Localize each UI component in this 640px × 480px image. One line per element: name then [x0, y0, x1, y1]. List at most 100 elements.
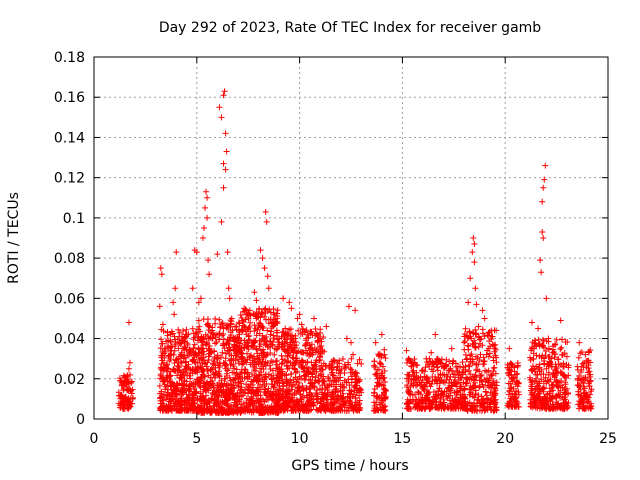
data-point — [560, 405, 567, 412]
data-point — [239, 327, 246, 334]
data-point — [537, 397, 544, 404]
data-point — [159, 366, 166, 373]
data-point — [296, 384, 303, 391]
data-point — [204, 407, 211, 414]
data-point — [128, 400, 135, 407]
data-point — [512, 401, 519, 408]
data-point — [331, 357, 338, 364]
data-point — [547, 388, 554, 395]
data-point — [121, 401, 128, 408]
data-point — [216, 364, 223, 371]
data-point — [538, 354, 545, 361]
data-point — [220, 160, 227, 167]
data-point — [200, 342, 207, 349]
data-point — [547, 376, 554, 383]
data-point — [176, 364, 183, 371]
data-point — [211, 407, 218, 414]
data-point — [290, 335, 297, 342]
data-point — [207, 374, 214, 381]
data-point — [476, 340, 483, 347]
data-point — [540, 388, 547, 395]
data-point — [221, 362, 228, 369]
data-point — [229, 369, 236, 376]
data-point — [380, 407, 387, 414]
data-point — [265, 385, 272, 392]
data-point — [528, 367, 535, 374]
data-point — [128, 387, 135, 394]
data-point — [334, 396, 341, 403]
data-point — [539, 198, 546, 205]
data-point — [464, 400, 471, 407]
data-point — [261, 388, 268, 395]
data-point — [210, 381, 217, 388]
data-point — [120, 405, 127, 412]
data-point — [306, 345, 313, 352]
data-point — [266, 404, 273, 411]
data-point — [280, 295, 287, 302]
data-point — [356, 356, 363, 363]
data-point — [473, 301, 480, 308]
chart-title: Day 292 of 2023, Rate Of TEC Index for r… — [159, 20, 541, 36]
data-point — [160, 391, 167, 398]
data-point — [167, 338, 174, 345]
data-point — [562, 390, 569, 397]
data-point — [467, 275, 474, 282]
data-point — [251, 366, 258, 373]
data-point — [170, 351, 177, 358]
data-point — [492, 399, 499, 406]
data-point — [470, 341, 477, 348]
data-point — [264, 273, 271, 280]
data-point — [174, 372, 181, 379]
data-point — [528, 319, 535, 326]
data-point — [406, 356, 413, 363]
data-point — [273, 319, 280, 326]
data-point — [263, 380, 270, 387]
data-point — [486, 329, 493, 336]
data-point — [348, 355, 355, 362]
data-point — [212, 315, 219, 322]
data-point — [465, 362, 472, 369]
data-point — [223, 370, 230, 377]
data-point — [216, 104, 223, 111]
data-point — [236, 329, 243, 336]
data-point — [352, 369, 359, 376]
data-point — [196, 328, 203, 335]
data-point — [210, 361, 217, 368]
data-point — [251, 400, 258, 407]
data-point — [354, 379, 361, 386]
data-point — [549, 394, 556, 401]
data-point — [487, 403, 494, 410]
data-point — [407, 405, 414, 412]
data-point — [465, 299, 472, 306]
data-point — [208, 366, 215, 373]
data-point — [239, 392, 246, 399]
data-point — [278, 352, 285, 359]
data-point — [456, 363, 463, 370]
data-point — [312, 332, 319, 339]
data-point — [321, 403, 328, 410]
data-point — [200, 224, 207, 231]
data-point — [329, 371, 336, 378]
data-point — [206, 335, 213, 342]
data-point — [482, 399, 489, 406]
data-point — [407, 391, 414, 398]
data-point — [256, 330, 263, 337]
data-point — [582, 351, 589, 358]
data-point — [216, 316, 223, 323]
data-point — [508, 403, 515, 410]
data-point — [294, 387, 301, 394]
data-point — [260, 366, 267, 373]
data-point — [203, 399, 210, 406]
data-point — [529, 381, 536, 388]
data-point — [238, 314, 245, 321]
data-point — [179, 387, 186, 394]
data-point — [241, 323, 248, 330]
data-point — [174, 399, 181, 406]
data-point — [203, 340, 210, 347]
data-point — [473, 374, 480, 381]
data-point — [527, 400, 534, 407]
data-point — [125, 365, 132, 372]
data-point — [478, 371, 485, 378]
data-point — [224, 393, 231, 400]
data-point — [430, 389, 437, 396]
